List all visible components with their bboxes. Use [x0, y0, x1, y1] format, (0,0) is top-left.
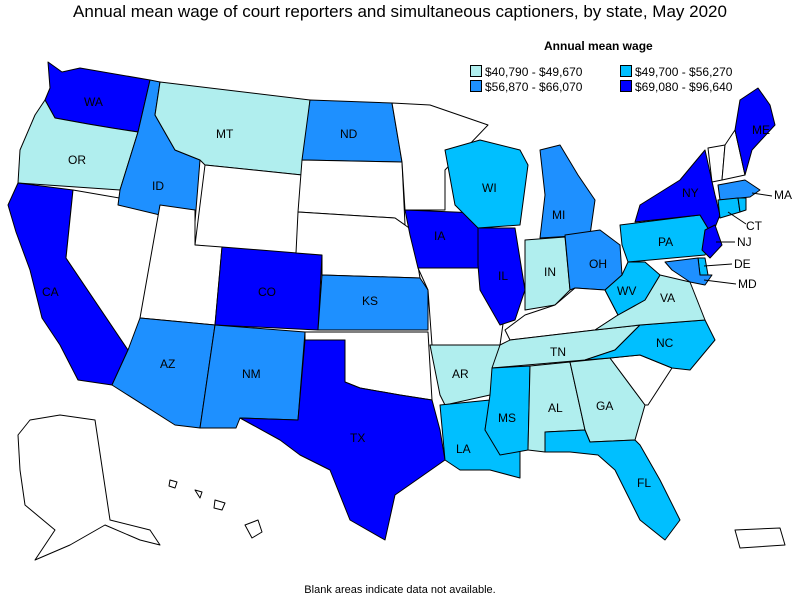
state-MA[interactable]	[717, 179, 761, 201]
state-label-FL: FL	[637, 476, 651, 490]
legend-item-3: $56,870 - $66,070	[470, 80, 582, 94]
state-MN[interactable]	[391, 102, 489, 211]
state-label-NJ: NJ	[737, 235, 752, 249]
state-WI[interactable]	[444, 139, 529, 229]
state-MD[interactable]	[664, 257, 713, 286]
legend-label-2: $49,700 - $56,270	[635, 65, 733, 79]
leader-line-DE	[703, 263, 733, 267]
state-IN[interactable]	[524, 236, 571, 311]
legend-swatch-2	[620, 65, 632, 77]
state-label-CO: CO	[258, 285, 276, 299]
state-TX[interactable]	[239, 339, 446, 541]
state-label-VA: VA	[660, 291, 675, 305]
state-label-LA: LA	[456, 442, 471, 456]
state-label-OH: OH	[589, 257, 607, 271]
state-label-IA: IA	[434, 229, 445, 243]
state-WY[interactable]	[194, 164, 303, 256]
state-label-ME: ME	[752, 123, 770, 137]
legend-item-4: $69,080 - $96,640	[620, 80, 732, 94]
state-PR[interactable]	[734, 527, 786, 549]
state-CT[interactable]	[717, 197, 741, 219]
state-label-MD: MD	[738, 277, 757, 291]
legend-swatch-4	[620, 80, 632, 92]
state-label-AZ: AZ	[160, 357, 175, 371]
legend-title: Annual mean wage	[544, 39, 653, 53]
state-label-CA: CA	[42, 285, 59, 299]
legend-item-2: $49,700 - $56,270	[620, 65, 732, 79]
state-AK[interactable]	[17, 414, 161, 561]
state-label-WV: WV	[617, 284, 636, 298]
map-title: Annual mean wage of court reporters and …	[73, 2, 727, 21]
legend-swatch-3	[470, 80, 482, 92]
state-label-MT: MT	[216, 127, 234, 141]
state-label-DE: DE	[734, 257, 751, 271]
state-label-GA: GA	[596, 399, 613, 413]
state-label-MS: MS	[498, 411, 516, 425]
state-label-KS: KS	[362, 294, 378, 308]
state-NJ[interactable]	[701, 224, 723, 259]
state-label-WA: WA	[84, 95, 103, 109]
state-MI[interactable]	[539, 144, 596, 239]
state-label-TX: TX	[350, 431, 365, 445]
state-HI[interactable]	[168, 479, 263, 539]
state-label-OR: OR	[68, 153, 86, 167]
state-label-TN: TN	[550, 345, 566, 359]
state-label-IL: IL	[498, 269, 508, 283]
state-label-ND: ND	[340, 127, 358, 141]
state-label-IN: IN	[544, 265, 556, 279]
state-RI[interactable]	[737, 197, 747, 213]
leader-line-MA	[751, 192, 773, 197]
state-label-CT: CT	[746, 219, 763, 233]
state-label-WI: WI	[482, 181, 497, 195]
legend-swatch-1	[470, 65, 482, 77]
state-label-AR: AR	[452, 367, 469, 381]
state-label-NM: NM	[242, 367, 261, 381]
state-label-NY: NY	[682, 186, 699, 200]
leader-line-MD	[703, 279, 737, 285]
state-KS[interactable]	[317, 274, 429, 331]
legend-label-1: $40,790 - $49,670	[485, 65, 583, 79]
state-label-MI: MI	[552, 208, 565, 222]
state-label-PA: PA	[658, 235, 673, 249]
state-NC[interactable]	[584, 319, 716, 371]
state-label-NC: NC	[656, 336, 674, 350]
legend-label-4: $69,080 - $96,640	[635, 80, 733, 94]
legend-item-1: $40,790 - $49,670	[470, 65, 582, 79]
leader-line-CT	[727, 211, 747, 225]
state-AR[interactable]	[429, 344, 501, 406]
footnote: Blank areas indicate data not available.	[304, 584, 496, 596]
state-ME[interactable]	[734, 87, 776, 176]
state-FL[interactable]	[544, 429, 681, 541]
state-WV[interactable]	[604, 261, 661, 316]
state-label-ID: ID	[152, 179, 164, 193]
state-label-AL: AL	[548, 401, 563, 415]
state-IL[interactable]	[477, 227, 526, 326]
state-label-MA: MA	[774, 188, 792, 202]
legend-label-3: $56,870 - $66,070	[485, 80, 583, 94]
